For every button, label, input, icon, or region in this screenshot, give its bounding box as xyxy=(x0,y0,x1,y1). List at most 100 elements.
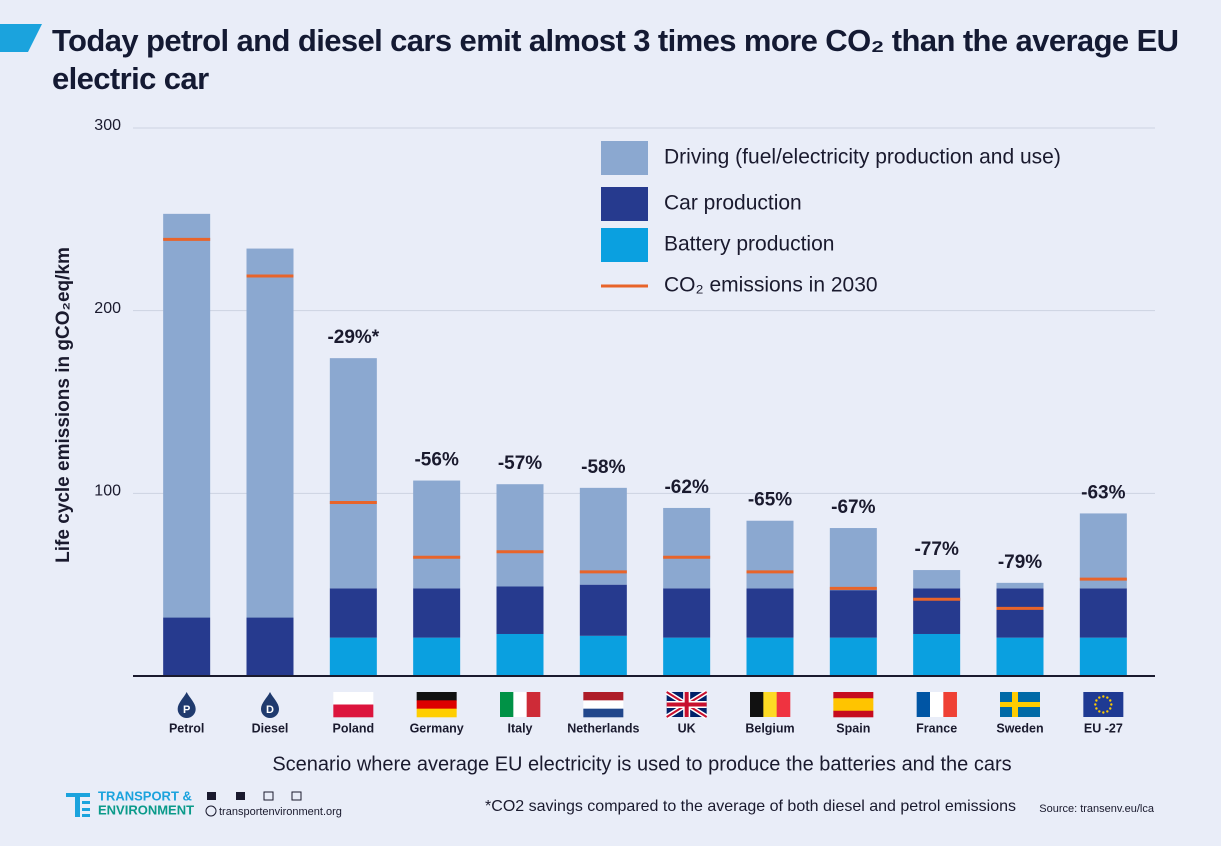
flag xyxy=(583,692,624,718)
flag xyxy=(1000,692,1040,717)
savings-label: -65% xyxy=(748,490,792,511)
flag-stripe xyxy=(416,708,457,718)
flag-stripe xyxy=(333,692,374,705)
social-icon xyxy=(207,792,216,800)
legend-label: Battery production xyxy=(664,233,834,256)
flag-stripe xyxy=(776,692,791,717)
social-icon xyxy=(291,791,302,801)
flag xyxy=(1083,692,1124,717)
flag-stripe xyxy=(833,704,874,712)
flag-star xyxy=(1098,696,1101,699)
x-tick-label: Petrol xyxy=(169,721,204,735)
corner-accent xyxy=(0,24,42,52)
bar-segment xyxy=(746,588,794,638)
bar-segment xyxy=(413,637,461,676)
bar-segment xyxy=(746,637,794,676)
logo-mark xyxy=(82,814,90,817)
flag-stripe xyxy=(333,704,374,718)
flag-stripe xyxy=(833,710,874,718)
x-tick-label: Italy xyxy=(507,721,532,735)
savings-label: -62% xyxy=(664,477,708,498)
bar-segment xyxy=(663,637,711,676)
fuel-icon xyxy=(177,692,196,718)
x-tick-label: Sweden xyxy=(996,721,1043,735)
bar-segment xyxy=(579,584,627,636)
bar-segment xyxy=(413,480,461,589)
bar-segment xyxy=(746,520,794,589)
flag-stripe xyxy=(833,698,874,705)
bar-segment xyxy=(1079,513,1127,589)
flag-star xyxy=(1098,710,1101,713)
bar-segment xyxy=(663,588,711,638)
social-icon xyxy=(236,792,245,800)
logo-text: TRANSPORT & xyxy=(98,788,192,803)
x-tick-label: Spain xyxy=(836,721,870,735)
flag xyxy=(500,692,541,717)
savings-label: -77% xyxy=(914,539,958,560)
chart-title: Today petrol and diesel cars emit almost… xyxy=(52,23,1179,96)
fuel-icon-letter: D xyxy=(266,704,274,716)
website: transportenvironment.org xyxy=(219,806,342,818)
flag-star xyxy=(1106,696,1109,699)
x-tick-label: Germany xyxy=(410,721,464,735)
bar-segment xyxy=(579,635,627,676)
y-axis-label: Life cycle emissions in gCO₂eq/km xyxy=(53,247,74,563)
bar-segment xyxy=(329,588,377,638)
bar-segment xyxy=(496,586,544,634)
x-tick-label: UK xyxy=(678,721,696,735)
bar-segment xyxy=(1079,588,1127,638)
bar-segment xyxy=(829,590,877,638)
legend-swatch xyxy=(601,228,648,262)
savings-label: -56% xyxy=(414,450,458,471)
x-axis-label: Scenario where average EU electricity is… xyxy=(272,753,1011,775)
x-tick-label: EU -27 xyxy=(1084,721,1123,735)
flag-stripe xyxy=(583,708,624,718)
flag xyxy=(750,692,791,717)
y-tick-label: 300 xyxy=(94,117,121,134)
flag xyxy=(916,692,957,717)
bar-segment xyxy=(246,248,294,618)
globe-icon xyxy=(205,805,217,817)
bar-segment xyxy=(246,617,294,676)
y-tick-label: 100 xyxy=(94,483,121,500)
fuel-icon xyxy=(261,692,279,718)
flag-star xyxy=(1106,710,1109,713)
footnote: *CO2 savings compared to the average of … xyxy=(485,798,1016,815)
flag-stripe xyxy=(416,692,457,701)
logo-mark xyxy=(66,793,90,797)
logo-text: ENVIRONMENT xyxy=(98,802,194,817)
bar-segment xyxy=(913,588,961,634)
bar-segment xyxy=(413,588,461,638)
flag-star xyxy=(1109,699,1112,702)
flag-stripe xyxy=(750,692,764,717)
social-icon xyxy=(263,791,274,801)
flag-stripe xyxy=(833,692,874,699)
flag xyxy=(833,692,874,718)
savings-label: -58% xyxy=(581,457,625,478)
bar-segment xyxy=(996,637,1044,676)
legend-swatch xyxy=(601,141,648,175)
bar-segment xyxy=(913,633,961,676)
bar-segment xyxy=(1079,637,1127,676)
bar-segment xyxy=(496,484,544,587)
x-tick-label: Belgium xyxy=(745,721,794,735)
savings-label: -67% xyxy=(831,497,875,518)
flag-stripe xyxy=(763,692,777,717)
x-tick-label: Netherlands xyxy=(567,721,639,735)
y-tick-label: 200 xyxy=(94,300,121,317)
flag-stripe xyxy=(513,692,527,717)
flag-cross xyxy=(666,692,707,717)
flag-star xyxy=(1095,707,1098,710)
flag xyxy=(416,692,457,718)
flag-star xyxy=(1102,695,1105,698)
flag-stripe xyxy=(916,692,931,717)
savings-label: -29%* xyxy=(327,327,379,348)
savings-label: -79% xyxy=(998,552,1042,573)
bar-segment xyxy=(913,570,961,589)
flag-stripe xyxy=(416,700,457,709)
bar-segment xyxy=(996,582,1044,589)
savings-label: -57% xyxy=(498,453,542,474)
flag-stripe xyxy=(526,692,541,717)
x-tick-label: France xyxy=(916,721,957,735)
